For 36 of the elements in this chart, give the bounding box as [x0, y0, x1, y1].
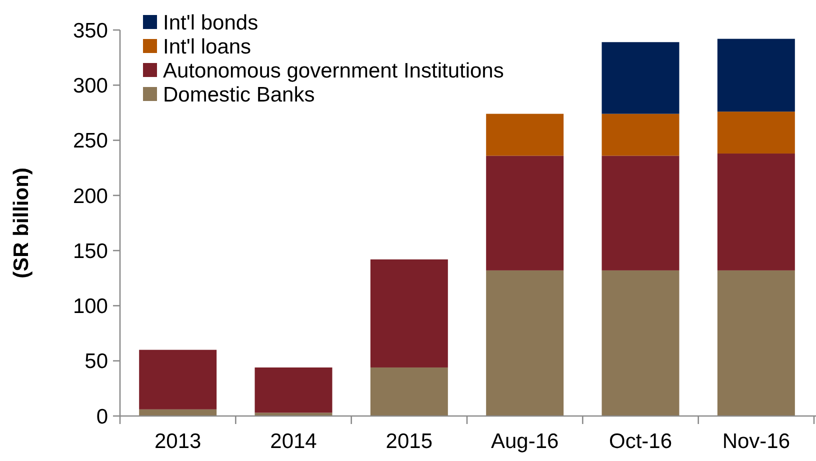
- y-tick-label: 300: [72, 74, 108, 98]
- bar: [602, 114, 680, 156]
- bar: [139, 350, 217, 410]
- bar: [486, 270, 564, 416]
- y-tick-label: 100: [72, 295, 108, 318]
- bar: [602, 156, 680, 270]
- x-tick-label: Aug-16: [490, 430, 559, 453]
- x-tick-label: 2015: [386, 430, 433, 453]
- x-tick-label: Oct-16: [608, 430, 672, 453]
- x-tick-label: 2014: [270, 430, 318, 453]
- legend-label: Domestic Banks: [163, 83, 315, 106]
- x-tick-label: Nov-16: [722, 430, 790, 453]
- y-tick-label: 250: [72, 130, 108, 153]
- y-tick-label: 350: [72, 19, 108, 42]
- legend-label: Int'l bonds: [163, 11, 258, 34]
- bar: [717, 38, 795, 112]
- bar: [254, 367, 332, 413]
- y-tick-label: 0: [96, 405, 108, 428]
- legend-label: Int'l loans: [163, 35, 252, 58]
- y-tick-label: 200: [72, 184, 108, 208]
- bar: [486, 114, 564, 156]
- bar: [602, 270, 680, 416]
- bar: [370, 259, 448, 368]
- bar: [254, 412, 332, 416]
- x-tick-label: 2013: [154, 430, 202, 453]
- bar: [602, 42, 680, 114]
- bar: [139, 409, 217, 416]
- y-tick-label: 50: [84, 350, 108, 374]
- bar: [370, 367, 448, 416]
- bar: [717, 154, 795, 270]
- bar: [717, 270, 795, 416]
- legend-label: Autonomous government Institutions: [163, 59, 504, 82]
- bar: [486, 156, 564, 270]
- y-tick-label: 150: [72, 240, 108, 263]
- y-axis-title: (SR billion): [10, 168, 33, 278]
- bar: [717, 112, 795, 154]
